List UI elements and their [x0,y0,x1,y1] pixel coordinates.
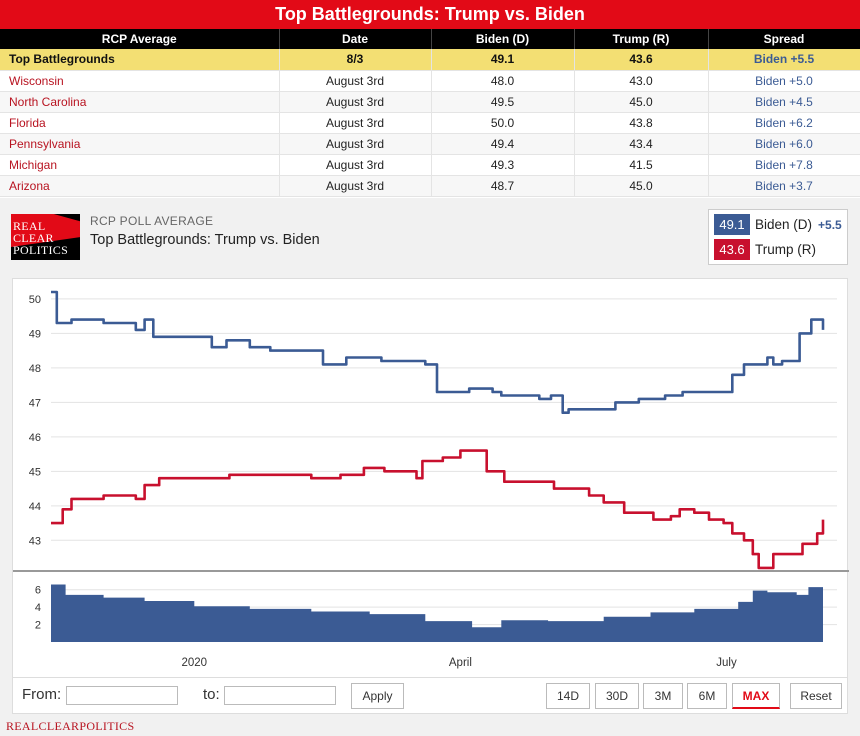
rcp-logo[interactable]: REAL CLEAR POLITICS [11,214,80,260]
average-spread: Biden +5.5 [708,49,860,71]
range-30d-button[interactable]: 30D [595,683,639,709]
col-header-biden[interactable]: Biden (D) [431,29,575,49]
x-tick-label: April [449,657,472,669]
spread-area [51,584,823,642]
legend-trump-value: 43.6 [714,239,750,260]
to-date-input[interactable] [224,686,336,705]
poll-biden: 49.5 [431,91,575,113]
poll-spread: Biden +4.5 [708,91,860,113]
table-row: Arizona August 3rd 48.7 45.0 Biden +3.7 [0,175,860,197]
poll-biden: 48.7 [431,175,575,197]
poll-trump: 43.0 [574,70,709,92]
average-date: 8/3 [279,49,432,71]
legend-item-trump[interactable]: 43.6 Trump (R) [714,239,816,260]
poll-link-arizona[interactable]: Arizona [0,175,280,197]
average-poll-name: Top Battlegrounds [0,49,280,71]
rcp-average-row: Top Battlegrounds 8/3 49.1 43.6 Biden +5… [0,49,860,71]
poll-biden: 49.3 [431,154,575,176]
poll-trump: 43.8 [574,112,709,134]
poll-spread: Biden +6.0 [708,133,860,155]
table-row: Florida August 3rd 50.0 43.8 Biden +6.2 [0,112,860,134]
poll-link-pennsylvania[interactable]: Pennsylvania [0,133,280,155]
legend-biden-spread: +5.5 [818,217,842,232]
chart-title: Top Battlegrounds: Trump vs. Biden [90,232,320,248]
legend-biden-value: 49.1 [714,214,750,235]
y-tick-label: 45 [29,466,41,478]
date-range-controls: From: to: Apply 14D 30D 3M 6M MAX Reset [12,678,848,714]
from-date-input[interactable] [66,686,178,705]
poll-date: August 3rd [279,70,432,92]
poll-table: RCP Average Date Biden (D) Trump (R) Spr… [0,29,860,197]
apply-button[interactable]: Apply [351,683,404,709]
poll-date: August 3rd [279,112,432,134]
chart-panel: REAL CLEAR POLITICS RCP POLL AVERAGE Top… [0,198,860,736]
chart-subtitle: RCP POLL AVERAGE [90,214,214,228]
table-header-row: RCP Average Date Biden (D) Trump (R) Spr… [0,29,860,49]
y-tick-label: 43 [29,535,41,547]
poll-trump: 45.0 [574,175,709,197]
table-row: Michigan August 3rd 49.3 41.5 Biden +7.8 [0,154,860,176]
legend-item-biden[interactable]: 49.1 Biden (D) +5.5 [714,214,842,235]
poll-date: August 3rd [279,133,432,155]
poll-date: August 3rd [279,175,432,197]
y-tick-label: 46 [29,432,41,444]
poll-spread: Biden +6.2 [708,112,860,134]
range-14d-button[interactable]: 14D [546,683,590,709]
reset-button[interactable]: Reset [790,683,842,709]
poll-biden: 49.4 [431,133,575,155]
poll-trump: 43.4 [574,133,709,155]
range-max-button[interactable]: MAX [732,683,780,709]
plot-area[interactable]: 43 44 45 46 47 48 49 50 2 4 6 2020 April July [12,278,849,679]
spread-y-tick-label: 2 [35,620,41,632]
legend-trump-name: Trump (R) [755,242,816,257]
y-tick-label: 49 [29,328,41,340]
footer-brand[interactable]: REALCLEARPOLITICS [6,719,135,733]
poll-spread: Biden +3.7 [708,175,860,197]
col-header-date[interactable]: Date [279,29,432,49]
col-header-poll[interactable]: RCP Average [0,29,280,49]
x-tick-label: 2020 [181,657,207,669]
poll-date: August 3rd [279,91,432,113]
poll-trump: 45.0 [574,91,709,113]
from-label: From: [22,686,62,703]
col-header-trump[interactable]: Trump (R) [574,29,709,49]
poll-biden: 48.0 [431,70,575,92]
range-3m-button[interactable]: 3M [643,683,683,709]
poll-link-wisconsin[interactable]: Wisconsin [0,70,280,92]
average-trump: 43.6 [574,49,709,71]
range-6m-button[interactable]: 6M [687,683,727,709]
y-tick-label: 44 [29,501,41,513]
poll-link-florida[interactable]: Florida [0,112,280,134]
to-label: to: [203,686,220,703]
poll-link-north-carolina[interactable]: North Carolina [0,91,280,113]
col-header-spread[interactable]: Spread [708,29,860,49]
poll-biden: 50.0 [431,112,575,134]
poll-link-michigan[interactable]: Michigan [0,154,280,176]
table-row: Pennsylvania August 3rd 49.4 43.4 Biden … [0,133,860,155]
y-tick-label: 50 [29,294,41,306]
trump-series-line [51,449,825,570]
legend-biden-name: Biden (D) [755,217,813,232]
average-biden: 49.1 [431,49,575,71]
poll-spread: Biden +5.0 [708,70,860,92]
poll-date: August 3rd [279,154,432,176]
table-row: North Carolina August 3rd 49.5 45.0 Bide… [0,91,860,113]
chart-legend: 49.1 Biden (D) +5.5 43.6 Trump (R) [708,209,848,265]
biden-series-line [51,290,825,414]
table-row: Wisconsin August 3rd 48.0 43.0 Biden +5.… [0,70,860,92]
y-tick-label: 47 [29,397,41,409]
spread-y-tick-label: 4 [35,602,41,614]
spread-y-tick-label: 6 [35,585,41,597]
logo-text: REAL CLEAR POLITICS [13,219,69,257]
page-title: Top Battlegrounds: Trump vs. Biden [0,0,860,29]
poll-trump: 41.5 [574,154,709,176]
y-tick-label: 48 [29,363,41,375]
poll-spread: Biden +7.8 [708,154,860,176]
x-tick-label: July [716,657,737,669]
